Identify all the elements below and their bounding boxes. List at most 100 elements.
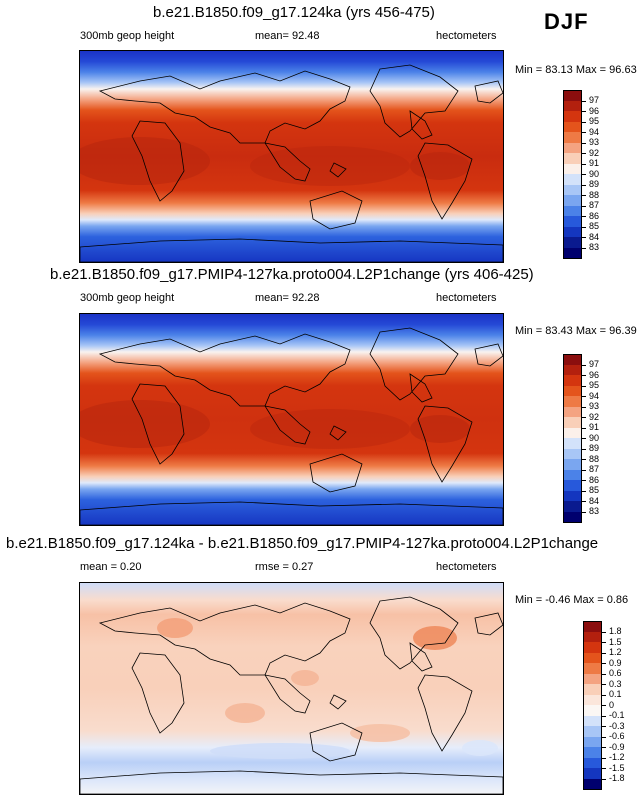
colorbar-tick bbox=[582, 163, 586, 165]
colorbar-tick bbox=[582, 427, 586, 429]
panel-1-colorbar: 97 96 95 94 93 92 91 90 89 88 87 86 85 84 83 bbox=[563, 90, 623, 259]
colorbar-swatch bbox=[563, 511, 582, 523]
coastline bbox=[409, 642, 433, 672]
panel-2-minmax: Min = 83.43 Max = 96.39 bbox=[515, 325, 637, 337]
colorbar-swatch bbox=[583, 642, 602, 653]
coastline bbox=[264, 142, 311, 182]
colorbar-tick bbox=[602, 736, 606, 738]
colorbar-tick bbox=[582, 184, 586, 186]
colorbar-tick bbox=[582, 501, 586, 502]
colorbar-label: 90 bbox=[589, 168, 600, 179]
colorbar-swatch bbox=[563, 205, 582, 217]
colorbar-label: 91 bbox=[589, 422, 600, 432]
colorbar-label: 86 bbox=[589, 210, 600, 221]
colorbar-swatch bbox=[563, 417, 582, 428]
panel-2-colorbar: 97 96 95 94 93 92 91 90 89 88 87 86 85 84 83 bbox=[563, 354, 623, 523]
colorbar-swatch bbox=[583, 652, 602, 664]
panel-1-mean: mean= 92.48 bbox=[255, 30, 320, 42]
colorbar-label: 84 bbox=[589, 231, 600, 242]
panel-3-minmax: Min = -0.46 Max = 0.86 bbox=[515, 594, 629, 606]
colorbar-label: 83 bbox=[589, 242, 600, 252]
colorbar-swatch bbox=[563, 396, 582, 407]
panel-1-units: hectometers bbox=[436, 30, 497, 42]
anomaly-blob bbox=[225, 703, 265, 723]
colorbar-swatch bbox=[563, 385, 582, 397]
colorbar-tick bbox=[582, 375, 586, 376]
colorbar-swatch bbox=[563, 469, 582, 481]
panel-2-field-label: 300mb geop height bbox=[80, 292, 175, 304]
colorbar-label: 89 bbox=[589, 443, 600, 453]
field-maximum bbox=[410, 152, 470, 180]
map-field bbox=[80, 583, 503, 794]
colorbar-label: -1.2 bbox=[609, 752, 625, 762]
colorbar-label: 0.1 bbox=[609, 689, 622, 699]
panel-2-map bbox=[79, 313, 504, 526]
colorbar-tick bbox=[602, 694, 606, 696]
coastline bbox=[329, 162, 347, 178]
coastline bbox=[131, 383, 185, 465]
map-svg bbox=[80, 51, 503, 262]
colorbar-swatch bbox=[563, 195, 582, 206]
colorbar-tick bbox=[582, 205, 586, 207]
coastline bbox=[309, 453, 363, 493]
panel-3-units: hectometers bbox=[436, 561, 497, 573]
colorbar-tick bbox=[602, 642, 606, 643]
coastline bbox=[329, 694, 347, 710]
panel-3-colorbar: 1.8 1.5 1.2 0.9 0.6 0.3 0.1 0 -0.1 -0.3 -0.6 -0.9 -1… bbox=[583, 621, 643, 790]
colorbar-swatch bbox=[583, 673, 602, 685]
colorbar-label: 91 bbox=[589, 158, 600, 168]
colorbar-swatch bbox=[563, 364, 582, 376]
colorbar-label: 95 bbox=[589, 380, 600, 390]
colorbar-tick bbox=[582, 511, 586, 513]
coastline bbox=[98, 333, 351, 407]
colorbar-label: -0.6 bbox=[609, 731, 625, 741]
colorbar-label: -0.3 bbox=[609, 720, 625, 731]
colorbar-label: 85 bbox=[589, 221, 600, 231]
coastline bbox=[80, 501, 503, 525]
colorbar-label: 0 bbox=[609, 699, 615, 710]
colorbar-tick bbox=[582, 195, 586, 196]
coastline bbox=[369, 596, 459, 670]
field-maximum bbox=[80, 137, 210, 185]
colorbar-swatch bbox=[563, 375, 582, 386]
colorbar-swatch bbox=[563, 163, 582, 175]
colorbar-swatch bbox=[583, 705, 602, 716]
colorbar-tick bbox=[602, 768, 606, 769]
panel-2-units: hectometers bbox=[436, 292, 497, 304]
colorbar-swatch bbox=[583, 778, 602, 790]
coastline bbox=[80, 770, 503, 794]
map-svg bbox=[80, 314, 503, 525]
colorbar-tick bbox=[582, 364, 586, 366]
colorbar-label: -1.5 bbox=[609, 762, 625, 773]
colorbar-swatch bbox=[583, 747, 602, 758]
colorbar-tick bbox=[582, 448, 586, 450]
colorbar-tick bbox=[602, 715, 606, 717]
colorbar-tick bbox=[582, 111, 586, 112]
colorbar-tick bbox=[582, 216, 586, 217]
colorbar-swatch bbox=[583, 631, 602, 643]
coastline bbox=[131, 652, 185, 734]
colorbar-swatch bbox=[563, 216, 582, 227]
colorbar-swatch bbox=[563, 153, 582, 164]
colorbar-tick bbox=[602, 747, 606, 748]
colorbar-swatch bbox=[563, 448, 582, 460]
panel-1-title: b.e21.B1850.f09_g17.124ka (yrs 456-475) bbox=[153, 4, 435, 21]
colorbar-swatch bbox=[563, 121, 582, 133]
colorbar-label: 92 bbox=[589, 411, 600, 422]
colorbar-tick bbox=[582, 459, 586, 460]
colorbar-swatch bbox=[563, 406, 582, 418]
colorbar-label: 93 bbox=[589, 137, 600, 147]
coastline bbox=[329, 425, 347, 441]
colorbar-tick bbox=[582, 469, 586, 471]
colorbar-tick bbox=[582, 237, 586, 238]
colorbar-tick bbox=[582, 132, 586, 133]
anomaly-blob bbox=[210, 743, 350, 759]
colorbar-swatch bbox=[563, 226, 582, 238]
colorbar-label: 85 bbox=[589, 485, 600, 495]
colorbar-label: 96 bbox=[589, 105, 600, 116]
colorbar-tick bbox=[582, 247, 586, 249]
colorbar-swatch bbox=[563, 490, 582, 502]
colorbar-label: 87 bbox=[589, 200, 600, 210]
colorbar-label: 84 bbox=[589, 495, 600, 506]
field-maximum bbox=[250, 409, 410, 449]
